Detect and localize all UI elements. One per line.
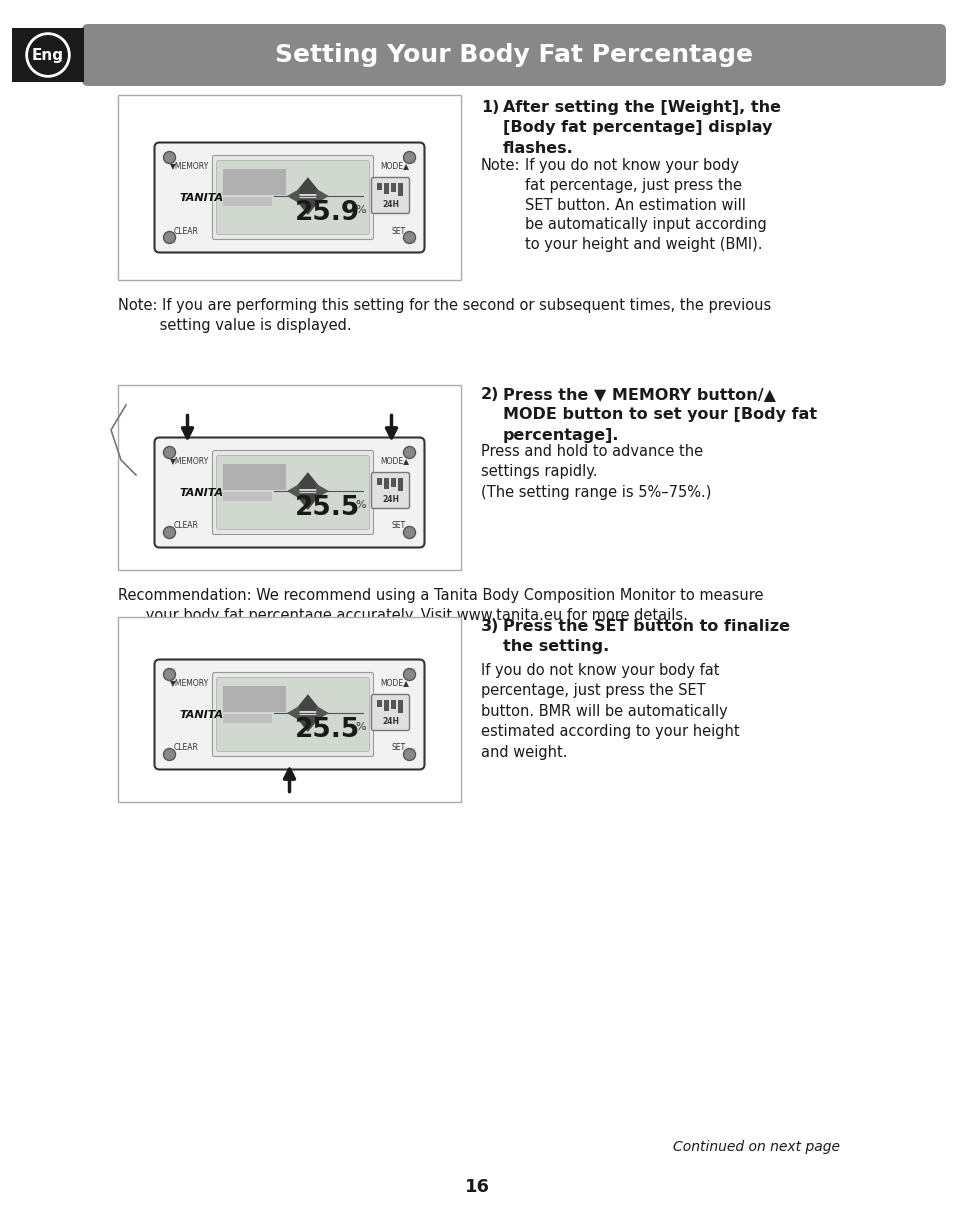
Circle shape xyxy=(403,526,416,538)
FancyBboxPatch shape xyxy=(82,24,945,86)
FancyBboxPatch shape xyxy=(371,473,409,509)
Bar xyxy=(12,28,84,82)
Text: 24H: 24H xyxy=(381,200,398,208)
Text: Press and hold to advance the
settings rapidly.
(The setting range is 5%–75%.): Press and hold to advance the settings r… xyxy=(480,444,711,499)
Circle shape xyxy=(403,669,416,680)
Text: TANITA: TANITA xyxy=(179,709,223,720)
Text: CLEAR: CLEAR xyxy=(173,227,198,235)
Bar xyxy=(391,699,396,709)
Bar xyxy=(398,699,403,713)
Bar xyxy=(391,478,396,486)
Bar xyxy=(377,478,382,485)
FancyBboxPatch shape xyxy=(371,694,409,731)
Text: 2): 2) xyxy=(480,387,498,402)
Text: 16: 16 xyxy=(464,1178,489,1196)
Text: Note:: Note: xyxy=(480,158,520,173)
Text: SET: SET xyxy=(391,521,405,531)
Circle shape xyxy=(163,231,175,244)
Text: 3): 3) xyxy=(480,619,498,634)
Bar xyxy=(398,478,403,491)
Polygon shape xyxy=(316,189,329,204)
Text: 24H: 24H xyxy=(381,718,398,726)
Polygon shape xyxy=(294,199,321,215)
Text: Eng: Eng xyxy=(32,47,64,63)
Polygon shape xyxy=(294,694,321,711)
Text: %: % xyxy=(355,722,366,732)
Text: 1): 1) xyxy=(480,101,498,115)
Text: If you do not know your body fat
percentage, just press the SET
button. BMR will: If you do not know your body fat percent… xyxy=(480,663,739,760)
Circle shape xyxy=(403,231,416,244)
FancyBboxPatch shape xyxy=(216,160,369,234)
Bar xyxy=(391,183,396,191)
Text: ▼MEMORY: ▼MEMORY xyxy=(170,457,209,465)
Text: %: % xyxy=(355,499,366,510)
Text: Press the SET button to finalize
the setting.: Press the SET button to finalize the set… xyxy=(502,619,789,654)
Text: 25.5: 25.5 xyxy=(294,718,359,743)
Polygon shape xyxy=(294,473,321,488)
Polygon shape xyxy=(294,715,321,732)
Bar xyxy=(223,168,286,195)
Bar xyxy=(118,95,460,280)
FancyBboxPatch shape xyxy=(154,438,424,548)
Polygon shape xyxy=(287,189,299,204)
Polygon shape xyxy=(316,484,329,498)
FancyBboxPatch shape xyxy=(371,177,409,213)
Circle shape xyxy=(403,446,416,458)
Circle shape xyxy=(163,749,175,760)
Bar xyxy=(223,686,286,713)
Polygon shape xyxy=(294,177,321,194)
Bar xyxy=(384,183,389,194)
FancyBboxPatch shape xyxy=(154,659,424,770)
Circle shape xyxy=(403,152,416,164)
Text: After setting the [Weight], the
[Body fat percentage] display
flashes.: After setting the [Weight], the [Body fa… xyxy=(502,101,781,156)
Bar xyxy=(377,699,382,707)
Bar xyxy=(223,198,272,206)
Bar xyxy=(223,714,272,724)
Text: Press the ▼ MEMORY button/▲
MODE button to set your [Body fat
percentage].: Press the ▼ MEMORY button/▲ MODE button … xyxy=(502,387,817,442)
Polygon shape xyxy=(287,705,299,720)
Text: TANITA: TANITA xyxy=(179,193,223,202)
FancyBboxPatch shape xyxy=(213,451,374,534)
Text: SET: SET xyxy=(391,743,405,753)
Bar xyxy=(384,478,389,488)
Polygon shape xyxy=(316,705,329,720)
Circle shape xyxy=(163,526,175,538)
Text: MODE▲: MODE▲ xyxy=(380,679,409,687)
Circle shape xyxy=(163,669,175,680)
Text: MODE▲: MODE▲ xyxy=(380,161,409,171)
Circle shape xyxy=(163,446,175,458)
Circle shape xyxy=(163,152,175,164)
FancyBboxPatch shape xyxy=(216,678,369,751)
Text: 25.9: 25.9 xyxy=(294,200,359,225)
Bar xyxy=(384,699,389,710)
Text: ▼MEMORY: ▼MEMORY xyxy=(170,161,209,171)
Bar xyxy=(118,617,460,802)
Polygon shape xyxy=(287,484,299,498)
FancyBboxPatch shape xyxy=(213,155,374,240)
Bar xyxy=(398,183,403,195)
Text: Continued on next page: Continued on next page xyxy=(672,1140,840,1154)
Bar xyxy=(223,463,286,490)
Text: Note: If you are performing this setting for the second or subsequent times, the: Note: If you are performing this setting… xyxy=(118,298,770,333)
Text: Setting Your Body Fat Percentage: Setting Your Body Fat Percentage xyxy=(274,42,752,67)
Text: Recommendation: We recommend using a Tanita Body Composition Monitor to measure
: Recommendation: We recommend using a Tan… xyxy=(118,588,762,623)
Text: %: % xyxy=(355,205,366,215)
Bar xyxy=(223,492,272,502)
Text: MODE▲: MODE▲ xyxy=(380,457,409,465)
Text: 25.5: 25.5 xyxy=(294,494,359,521)
Text: ▼MEMORY: ▼MEMORY xyxy=(170,679,209,687)
Text: If you do not know your body
fat percentage, just press the
SET button. An estim: If you do not know your body fat percent… xyxy=(524,158,766,252)
Text: TANITA: TANITA xyxy=(179,487,223,497)
Text: CLEAR: CLEAR xyxy=(173,521,198,531)
FancyBboxPatch shape xyxy=(154,143,424,252)
Text: CLEAR: CLEAR xyxy=(173,743,198,753)
Bar xyxy=(377,183,382,189)
FancyBboxPatch shape xyxy=(213,673,374,756)
Text: 24H: 24H xyxy=(381,494,398,504)
Bar xyxy=(118,385,460,570)
FancyBboxPatch shape xyxy=(216,456,369,530)
Polygon shape xyxy=(294,493,321,510)
Text: SET: SET xyxy=(391,227,405,235)
Circle shape xyxy=(403,749,416,760)
